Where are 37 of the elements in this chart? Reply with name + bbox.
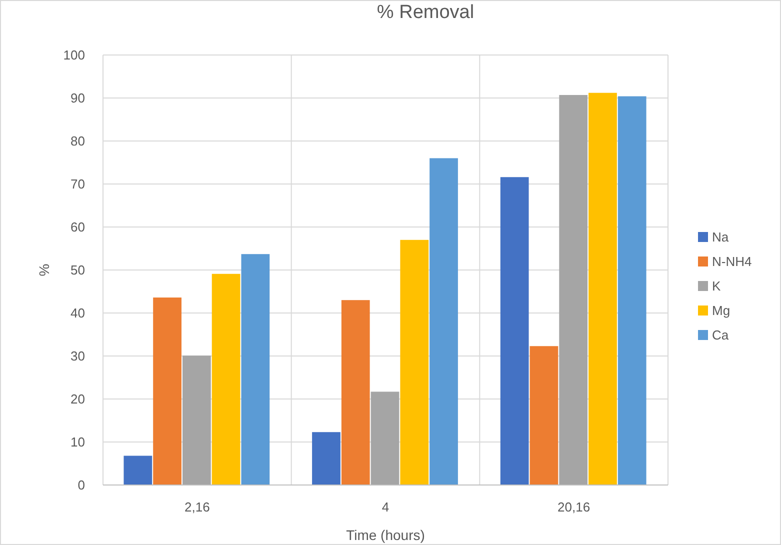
x-tick-label: 4 (382, 500, 390, 515)
x-tick-label: 20,16 (558, 500, 590, 515)
bar (212, 274, 240, 485)
y-tick-label: 30 (70, 348, 85, 364)
bar (400, 240, 429, 485)
bar (559, 94, 588, 485)
legend-label: K (712, 278, 721, 294)
y-tick-label: 100 (63, 48, 85, 63)
x-tick-label: 2,16 (184, 500, 210, 515)
bar (124, 456, 152, 485)
bar (341, 300, 370, 485)
y-tick-label: 60 (70, 220, 85, 235)
bar (430, 158, 458, 485)
y-axis-title: % (36, 264, 52, 276)
bar (588, 92, 617, 485)
legend-label: N-NH4 (712, 254, 752, 270)
y-tick-label: 10 (70, 434, 85, 450)
bar (618, 96, 646, 485)
bar (312, 432, 340, 485)
y-tick-label: 70 (70, 176, 85, 192)
y-tick-label: 20 (70, 392, 85, 407)
legend-label: Mg (712, 303, 730, 318)
bar (182, 356, 211, 485)
chart-title: % Removal (376, 2, 474, 23)
y-tick-label: 80 (70, 134, 85, 149)
bar (530, 346, 558, 485)
bar (153, 298, 182, 485)
x-axis-title: Time (hours) (346, 526, 425, 543)
y-tick-label: 0 (78, 478, 85, 493)
y-tick-label: 90 (70, 90, 85, 106)
bar (500, 177, 529, 485)
y-tick-label: 40 (70, 306, 85, 321)
y-tick-label: 50 (70, 262, 85, 278)
bar (370, 392, 400, 485)
legend-label: Ca (712, 328, 730, 343)
legend-label: Na (712, 230, 730, 245)
bar (241, 254, 270, 485)
